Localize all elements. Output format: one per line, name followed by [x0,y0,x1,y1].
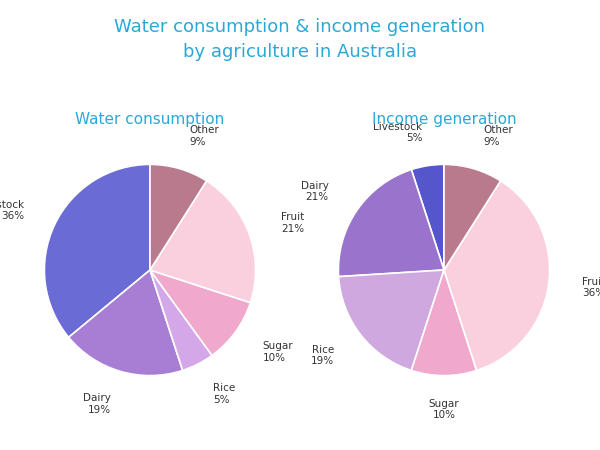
Text: Fruit
21%: Fruit 21% [281,212,304,234]
Text: Sugar
10%: Sugar 10% [263,341,293,363]
Wedge shape [338,270,444,370]
Wedge shape [338,170,444,277]
Wedge shape [150,270,250,356]
Wedge shape [44,164,150,338]
Text: Other
9%: Other 9% [189,126,218,147]
Wedge shape [412,270,476,376]
Wedge shape [444,181,550,370]
Text: Livestock
5%: Livestock 5% [373,122,422,143]
Text: Rice
5%: Rice 5% [213,383,236,405]
Text: Water consumption & income generation
by agriculture in Australia: Water consumption & income generation by… [115,18,485,61]
Title: Income generation: Income generation [371,112,517,127]
Wedge shape [150,181,256,303]
Text: Other
9%: Other 9% [483,126,512,147]
Wedge shape [412,164,444,270]
Text: Fruit
36%: Fruit 36% [582,277,600,298]
Wedge shape [150,270,212,370]
Title: Water consumption: Water consumption [76,112,224,127]
Text: Rice
19%: Rice 19% [311,345,334,366]
Text: Dairy
19%: Dairy 19% [83,393,111,414]
Wedge shape [444,164,500,270]
Wedge shape [68,270,182,376]
Text: Livestock
36%: Livestock 36% [0,200,24,221]
Wedge shape [150,164,206,270]
Text: Sugar
10%: Sugar 10% [428,399,460,420]
Text: Dairy
21%: Dairy 21% [301,181,329,202]
